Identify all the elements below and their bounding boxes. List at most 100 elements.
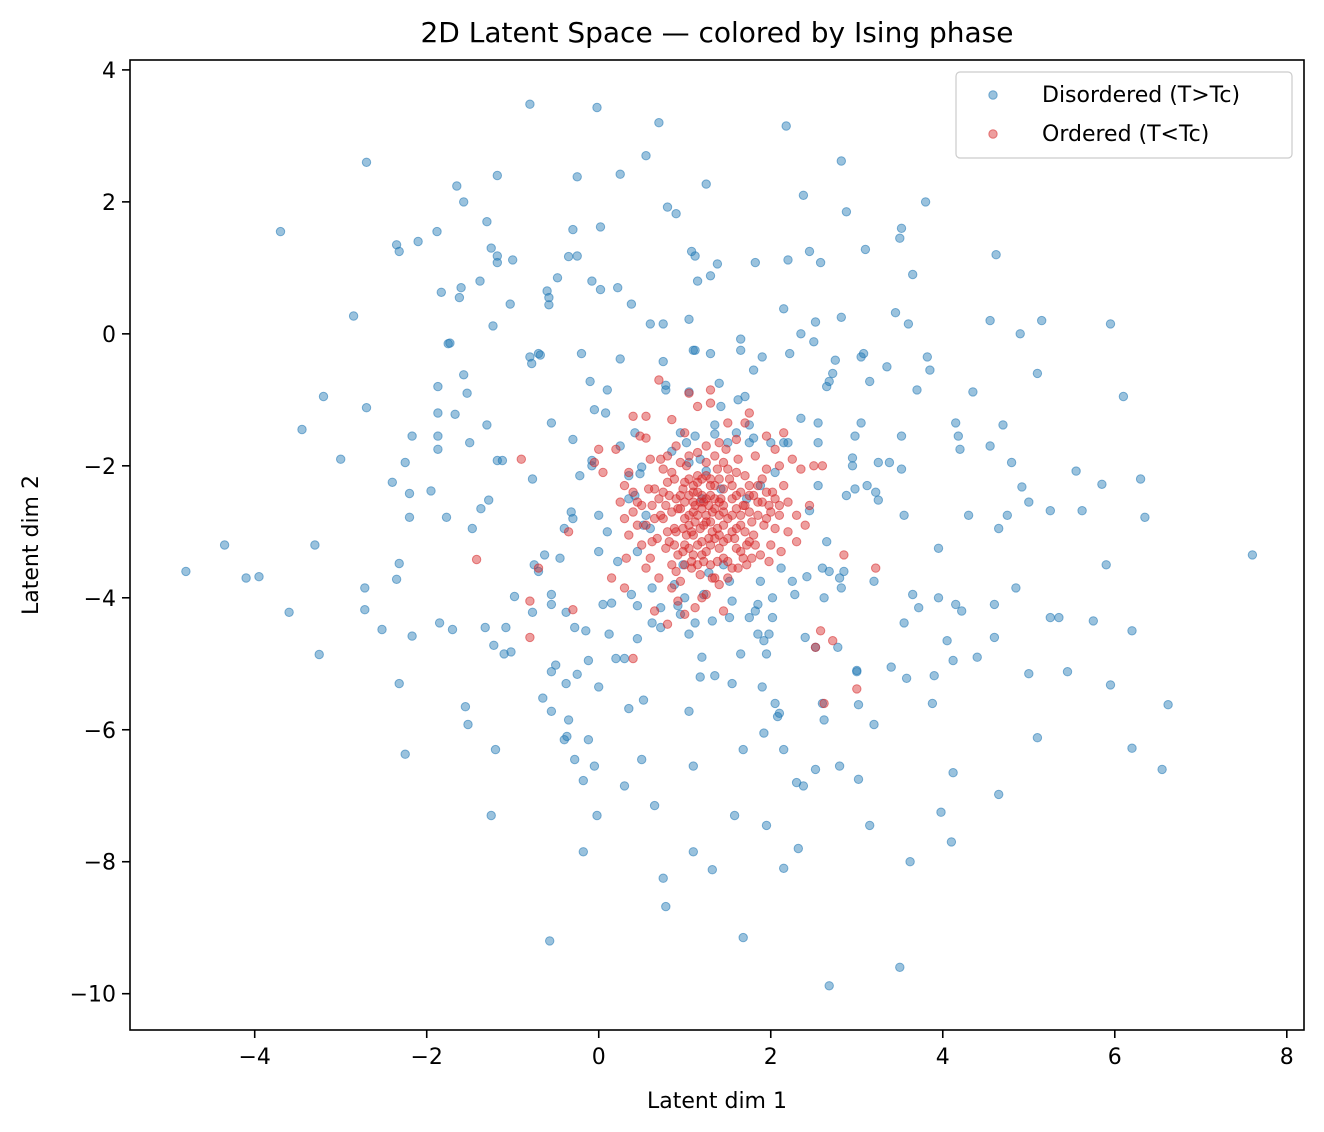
point-0-289 [813, 438, 823, 448]
point-0-6 [297, 424, 307, 435]
point-0-197 [688, 847, 698, 857]
point-1-63 [733, 454, 743, 464]
point-1-186 [747, 553, 757, 563]
point-0-358 [942, 636, 952, 646]
point-0-174 [658, 356, 668, 367]
point-0-233 [736, 649, 746, 659]
y-tick-label-3: −2 [84, 455, 116, 480]
legend-marker-ordered [988, 129, 998, 139]
point-0-46 [459, 197, 469, 207]
point-1-253 [809, 461, 819, 471]
point-0-310 [841, 207, 852, 217]
point-0-141 [613, 283, 623, 293]
point-0-90 [546, 667, 557, 677]
point-1-164 [723, 533, 733, 544]
point-0-232 [736, 345, 746, 355]
point-0-276 [796, 413, 806, 423]
point-0-334 [886, 662, 896, 672]
point-0-189 [684, 629, 694, 639]
point-0-12 [361, 157, 372, 168]
point-1-95 [871, 563, 881, 573]
point-0-216 [710, 420, 720, 430]
point-0-135 [600, 408, 611, 418]
point-0-77 [527, 358, 537, 369]
point-1-49 [705, 385, 716, 395]
point-0-304 [834, 573, 845, 583]
point-1-2 [525, 596, 535, 606]
point-1-150 [662, 527, 673, 537]
point-1-229 [774, 500, 785, 511]
point-0-10 [336, 454, 346, 464]
point-0-102 [562, 731, 572, 742]
point-0-331 [873, 457, 883, 468]
x-axis-label: Latent dim 1 [647, 1089, 787, 1114]
point-1-153 [673, 550, 683, 560]
point-0-400 [1127, 626, 1137, 636]
point-0-333 [884, 457, 895, 468]
point-1-249 [662, 619, 673, 629]
point-0-87 [544, 292, 554, 303]
point-0-15 [360, 605, 370, 615]
point-0-355 [933, 543, 944, 553]
point-0-253 [761, 820, 772, 831]
point-0-111 [572, 669, 582, 679]
point-0-337 [895, 962, 905, 972]
point-0-386 [1032, 733, 1043, 743]
legend-label-disordered: Disordered (T>Tc) [1042, 83, 1240, 108]
point-0-153 [630, 428, 640, 438]
point-0-51 [465, 438, 475, 448]
point-0-270 [783, 438, 793, 448]
point-1-11 [619, 480, 630, 491]
point-0-327 [869, 576, 879, 586]
point-0-75 [525, 99, 535, 109]
point-0-262 [774, 708, 785, 718]
point-1-246 [615, 497, 625, 507]
point-0-182 [671, 209, 681, 219]
point-1-238 [671, 441, 681, 451]
point-0-134 [598, 599, 608, 610]
point-0-54 [476, 504, 486, 514]
point-1-22 [654, 375, 664, 385]
point-0-177 [661, 385, 671, 395]
plot-frame [129, 59, 1305, 1031]
point-0-7 [310, 540, 320, 550]
point-0-30 [426, 486, 436, 496]
point-0-11 [348, 311, 359, 321]
point-0-142 [613, 556, 623, 567]
point-0-234 [738, 744, 748, 755]
y-axis-label: Latent dim 2 [19, 475, 44, 615]
point-1-68 [744, 480, 754, 491]
point-0-397 [1105, 680, 1116, 690]
point-0-48 [460, 702, 471, 712]
point-1-19 [641, 433, 651, 443]
point-0-312 [847, 453, 858, 463]
x-tick-label-5: 6 [1108, 1045, 1122, 1070]
point-0-265 [779, 304, 789, 314]
point-1-218 [723, 573, 733, 583]
point-0-63 [490, 744, 501, 755]
point-0-219 [714, 378, 724, 388]
point-0-20 [391, 574, 402, 584]
point-0-266 [779, 863, 789, 873]
point-1-247 [628, 487, 638, 497]
point-1-248 [649, 606, 660, 616]
point-0-65 [492, 251, 502, 261]
point-0-104 [563, 715, 574, 725]
point-0-68 [497, 455, 508, 466]
point-1-99 [731, 434, 742, 445]
point-0-300 [824, 981, 834, 991]
point-1-258 [744, 408, 754, 418]
point-1-7 [589, 457, 600, 468]
point-0-199 [690, 251, 700, 261]
point-0-315 [850, 484, 860, 494]
point-0-159 [637, 462, 647, 472]
point-1-4 [533, 563, 544, 573]
point-1-231 [684, 451, 694, 461]
point-1-46 [701, 441, 711, 451]
point-0-332 [882, 362, 892, 372]
point-0-71 [505, 299, 515, 309]
point-0-28 [407, 631, 417, 641]
point-1-142 [714, 497, 724, 507]
point-1-189 [731, 543, 742, 553]
point-0-113 [572, 251, 582, 261]
